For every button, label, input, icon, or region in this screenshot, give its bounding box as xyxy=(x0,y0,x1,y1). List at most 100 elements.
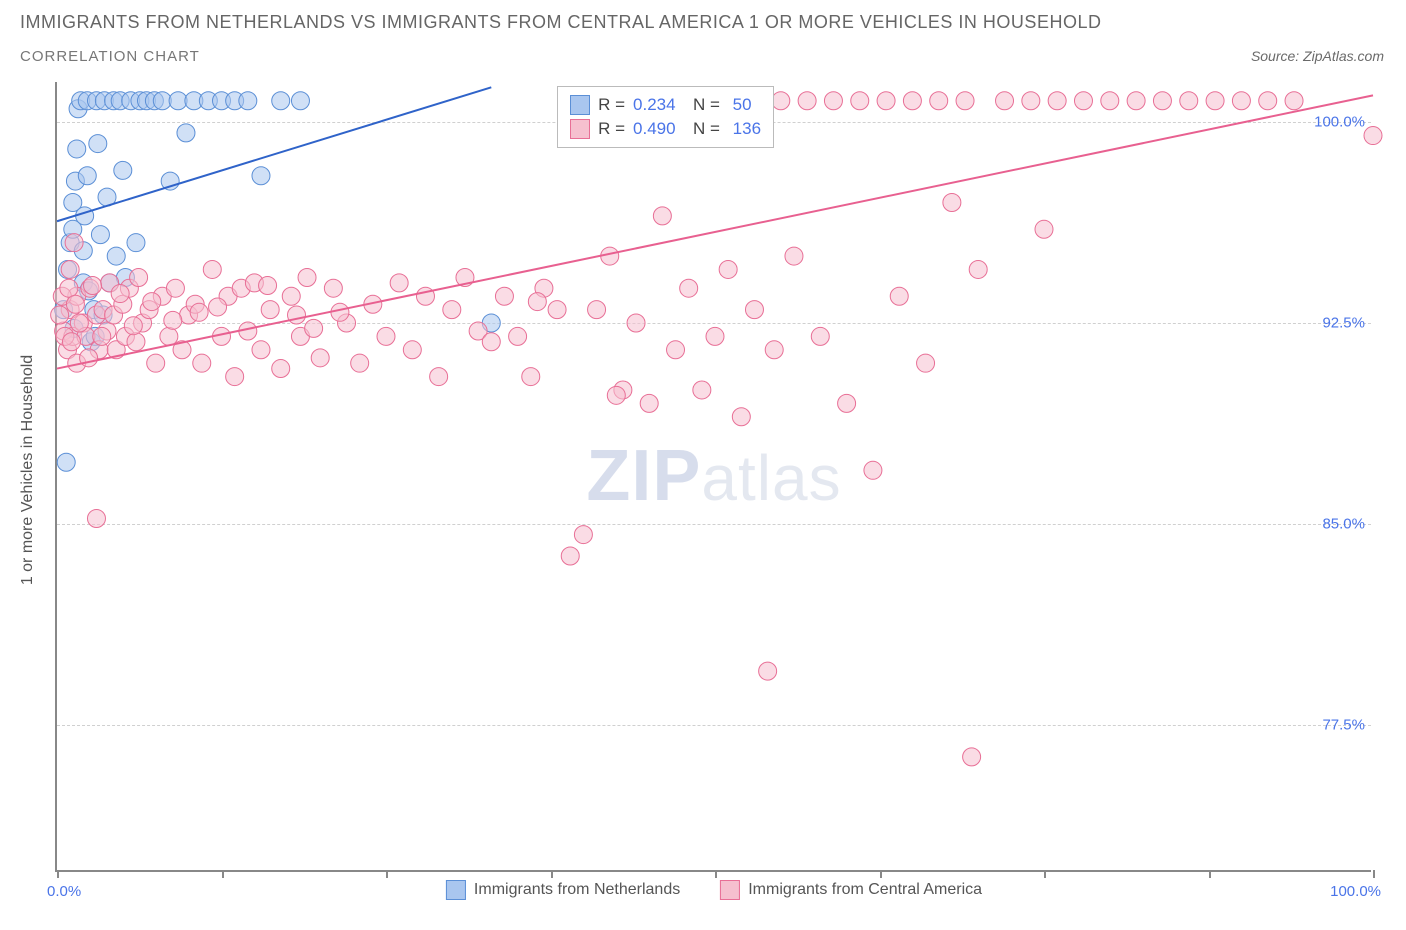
data-point xyxy=(261,301,279,319)
legend-series-name: Immigrants from Netherlands xyxy=(474,881,680,899)
data-point xyxy=(51,306,69,324)
data-point xyxy=(114,161,132,179)
data-point xyxy=(143,293,161,311)
data-point xyxy=(252,341,270,359)
data-point xyxy=(239,92,257,110)
data-point xyxy=(495,287,513,305)
data-point xyxy=(147,354,165,372)
data-point xyxy=(588,301,606,319)
data-point xyxy=(57,453,75,471)
data-point xyxy=(324,279,342,297)
data-point xyxy=(87,510,105,528)
data-point xyxy=(693,381,711,399)
data-point xyxy=(732,408,750,426)
data-point xyxy=(1127,92,1145,110)
data-point xyxy=(351,354,369,372)
plot-area: ZIPatlas 77.5%85.0%92.5%100.0% R = 0.234… xyxy=(55,82,1371,872)
data-point xyxy=(680,279,698,297)
data-point xyxy=(765,341,783,359)
x-tick xyxy=(1044,870,1046,878)
legend-swatch xyxy=(720,880,740,900)
data-point xyxy=(203,260,221,278)
data-point xyxy=(890,287,908,305)
data-point xyxy=(89,135,107,153)
data-point xyxy=(1101,92,1119,110)
data-point xyxy=(1048,92,1066,110)
data-point xyxy=(298,268,316,286)
data-point xyxy=(759,662,777,680)
data-point xyxy=(65,234,83,252)
data-point xyxy=(252,167,270,185)
stat-r-value: 0.234 xyxy=(633,93,676,117)
stat-n-value: 136 xyxy=(728,117,761,141)
stat-r-label: R = xyxy=(598,117,625,141)
bottom-legend-item: Immigrants from Central America xyxy=(720,880,982,900)
data-point xyxy=(62,333,80,351)
data-point xyxy=(70,314,88,332)
data-point xyxy=(91,226,109,244)
data-point xyxy=(107,247,125,265)
data-point xyxy=(160,327,178,345)
stat-r-value: 0.490 xyxy=(633,117,676,141)
source-prefix: Source: xyxy=(1251,48,1303,64)
data-point xyxy=(930,92,948,110)
data-point xyxy=(124,317,142,335)
data-point xyxy=(164,311,182,329)
x-axis-max-label: 100.0% xyxy=(1330,883,1381,900)
legend-swatch xyxy=(446,880,466,900)
stat-n-label: N = xyxy=(684,93,720,117)
data-point xyxy=(78,167,96,185)
data-point xyxy=(272,92,290,110)
chart-subtitle: CORRELATION CHART xyxy=(20,48,200,65)
data-point xyxy=(177,124,195,142)
data-point xyxy=(943,194,961,212)
data-point xyxy=(917,354,935,372)
data-point xyxy=(403,341,421,359)
data-point xyxy=(127,234,145,252)
data-point xyxy=(824,92,842,110)
data-point xyxy=(209,298,227,316)
x-tick xyxy=(715,870,717,878)
data-point xyxy=(259,277,277,295)
data-point xyxy=(443,301,461,319)
data-point xyxy=(1022,92,1040,110)
stat-n-label: N = xyxy=(684,117,720,141)
x-tick xyxy=(1209,870,1211,878)
chart-title: IMMIGRANTS FROM NETHERLANDS VS IMMIGRANT… xyxy=(20,12,1101,33)
source-attribution: Source: ZipAtlas.com xyxy=(1251,48,1384,64)
data-point xyxy=(66,295,84,313)
data-point xyxy=(1259,92,1277,110)
data-point xyxy=(84,277,102,295)
data-point xyxy=(111,285,129,303)
x-tick xyxy=(1373,870,1375,878)
source-name: ZipAtlas.com xyxy=(1303,48,1384,64)
data-point xyxy=(864,461,882,479)
data-point xyxy=(851,92,869,110)
x-axis-min-label: 0.0% xyxy=(47,883,81,900)
legend-series-name: Immigrants from Central America xyxy=(748,881,982,899)
data-point xyxy=(166,279,184,297)
data-point xyxy=(430,368,448,386)
data-point xyxy=(1035,220,1053,238)
data-point xyxy=(956,92,974,110)
data-point xyxy=(127,333,145,351)
data-point xyxy=(607,386,625,404)
data-point xyxy=(1074,92,1092,110)
data-point xyxy=(574,526,592,544)
data-point xyxy=(785,247,803,265)
data-point xyxy=(877,92,895,110)
plot-svg xyxy=(57,82,1371,870)
data-point xyxy=(272,360,290,378)
data-point xyxy=(288,306,306,324)
data-point xyxy=(969,260,987,278)
data-point xyxy=(528,293,546,311)
data-point xyxy=(745,301,763,319)
data-point xyxy=(1180,92,1198,110)
data-point xyxy=(282,287,300,305)
data-point xyxy=(706,327,724,345)
chart-container: IMMIGRANTS FROM NETHERLANDS VS IMMIGRANT… xyxy=(0,0,1406,930)
data-point xyxy=(61,260,79,278)
data-point xyxy=(561,547,579,565)
data-point xyxy=(653,207,671,225)
data-point xyxy=(331,303,349,321)
